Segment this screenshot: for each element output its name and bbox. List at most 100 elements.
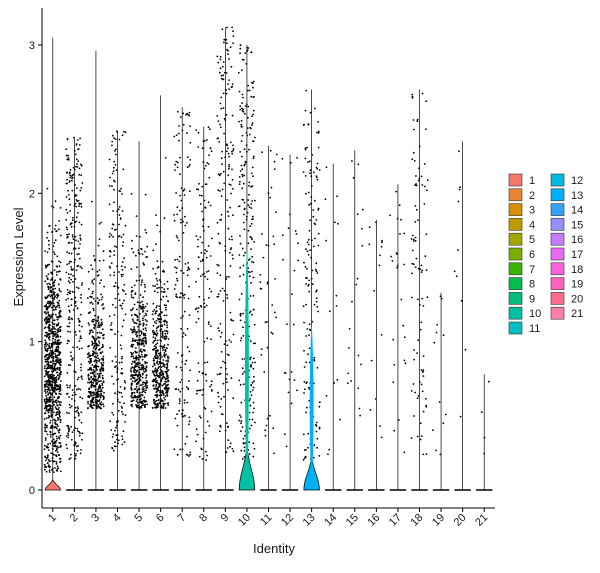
- point: [102, 358, 105, 360]
- point: [98, 299, 101, 301]
- point: [166, 364, 169, 367]
- point: [269, 196, 272, 199]
- point: [46, 400, 48, 402]
- point: [230, 192, 233, 195]
- point: [43, 384, 46, 387]
- point: [226, 373, 229, 376]
- point: [56, 255, 59, 258]
- point: [97, 380, 100, 383]
- point: [204, 306, 206, 309]
- point: [186, 222, 188, 224]
- point: [130, 309, 132, 312]
- point: [117, 409, 120, 412]
- point: [53, 293, 55, 296]
- point: [59, 328, 62, 331]
- point: [132, 343, 135, 346]
- point: [164, 395, 167, 398]
- point: [178, 139, 180, 142]
- point: [74, 235, 77, 238]
- point: [222, 360, 224, 363]
- point: [133, 371, 136, 373]
- point: [139, 301, 142, 304]
- point: [162, 394, 165, 396]
- point: [81, 347, 83, 350]
- point: [263, 371, 266, 373]
- point: [76, 163, 78, 165]
- point: [305, 303, 307, 306]
- point: [132, 399, 135, 402]
- point: [240, 120, 243, 122]
- point: [48, 336, 50, 339]
- point: [98, 269, 101, 271]
- point: [47, 378, 50, 380]
- point: [132, 396, 135, 399]
- point: [66, 372, 69, 374]
- legend-item-17: 17: [550, 247, 583, 261]
- point: [230, 65, 233, 68]
- point: [134, 380, 136, 383]
- point: [135, 235, 138, 238]
- legend-label: 14: [571, 205, 583, 217]
- point: [188, 163, 191, 166]
- point: [411, 262, 414, 265]
- point: [163, 217, 166, 220]
- point: [43, 398, 46, 401]
- point: [133, 313, 136, 316]
- point: [74, 153, 77, 156]
- point: [346, 382, 349, 385]
- point: [199, 260, 202, 263]
- point: [55, 358, 58, 361]
- violins-layer: [44, 27, 493, 491]
- point: [135, 357, 137, 360]
- point: [201, 372, 204, 375]
- point: [69, 171, 71, 174]
- point: [304, 147, 307, 150]
- point: [232, 450, 235, 453]
- point: [163, 335, 166, 338]
- point: [46, 454, 49, 457]
- point: [436, 324, 439, 326]
- point: [360, 363, 362, 366]
- y-axis-title: Expression Level: [11, 207, 26, 306]
- point: [223, 289, 226, 292]
- point: [53, 432, 56, 435]
- point: [48, 464, 50, 467]
- point: [200, 448, 203, 451]
- point: [222, 382, 225, 385]
- point: [201, 273, 204, 276]
- point: [333, 382, 336, 384]
- point: [77, 387, 80, 390]
- point: [131, 362, 133, 365]
- point: [47, 458, 50, 461]
- point: [66, 447, 68, 450]
- point: [47, 327, 50, 330]
- point: [311, 283, 314, 286]
- point: [395, 252, 398, 255]
- point: [91, 281, 93, 284]
- point: [247, 242, 250, 245]
- point: [316, 178, 319, 181]
- point: [324, 198, 327, 201]
- point: [103, 333, 105, 336]
- point: [130, 294, 133, 296]
- points-cluster-15: [346, 160, 364, 417]
- point: [246, 89, 249, 92]
- point: [44, 439, 47, 441]
- point: [414, 205, 417, 207]
- point: [144, 334, 147, 337]
- point: [121, 261, 124, 263]
- point: [44, 426, 46, 429]
- point: [53, 296, 56, 299]
- point: [228, 163, 231, 166]
- point: [115, 365, 117, 367]
- point: [44, 428, 47, 430]
- point: [48, 469, 51, 471]
- point: [133, 326, 136, 328]
- point: [109, 346, 112, 349]
- point: [96, 405, 99, 408]
- point: [207, 245, 210, 247]
- point: [131, 405, 134, 408]
- point: [59, 261, 62, 264]
- point: [144, 193, 147, 196]
- point: [142, 324, 145, 327]
